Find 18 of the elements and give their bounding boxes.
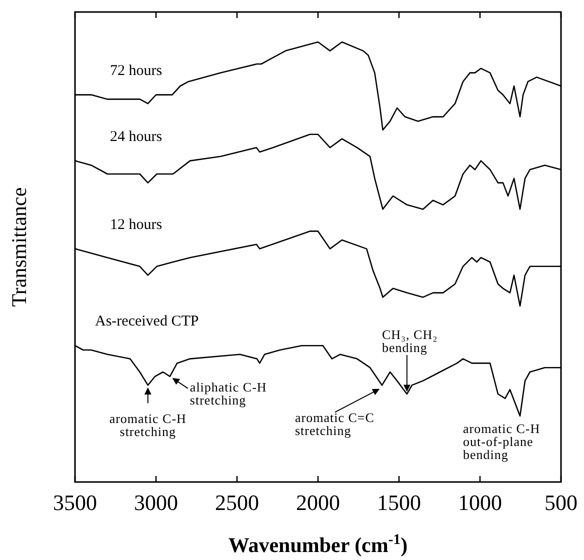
x-tick-label: 3500	[53, 490, 97, 515]
series-label: 24 hours	[110, 128, 162, 145]
y-axis-title: Transmittance	[7, 187, 31, 307]
x-tick-label: 2500	[215, 490, 259, 515]
x-tick-label: 500	[544, 490, 578, 515]
series-label: 72 hours	[110, 62, 162, 79]
annotation: aromatic C-H stretching	[109, 411, 186, 440]
x-axis-title: Wavenumber (cm$^{-1}$)	[228, 532, 408, 557]
annotation: aromatic C-H out-of-plane bending	[463, 421, 540, 462]
annotation: aromatic C=C stretching	[294, 410, 374, 438]
x-tick-label: 1500	[377, 490, 421, 515]
series-label: As-received CTP	[95, 314, 199, 330]
x-tick-label: 3000	[134, 490, 178, 515]
series-label: 12 hours	[110, 216, 162, 233]
annotation: aliphatic C-H stretching	[190, 379, 267, 408]
x-tick-label: 1000	[458, 490, 502, 515]
x-tick-label: 2000	[296, 490, 340, 515]
annotation: CH₃, CH₂ bending	[382, 327, 438, 355]
